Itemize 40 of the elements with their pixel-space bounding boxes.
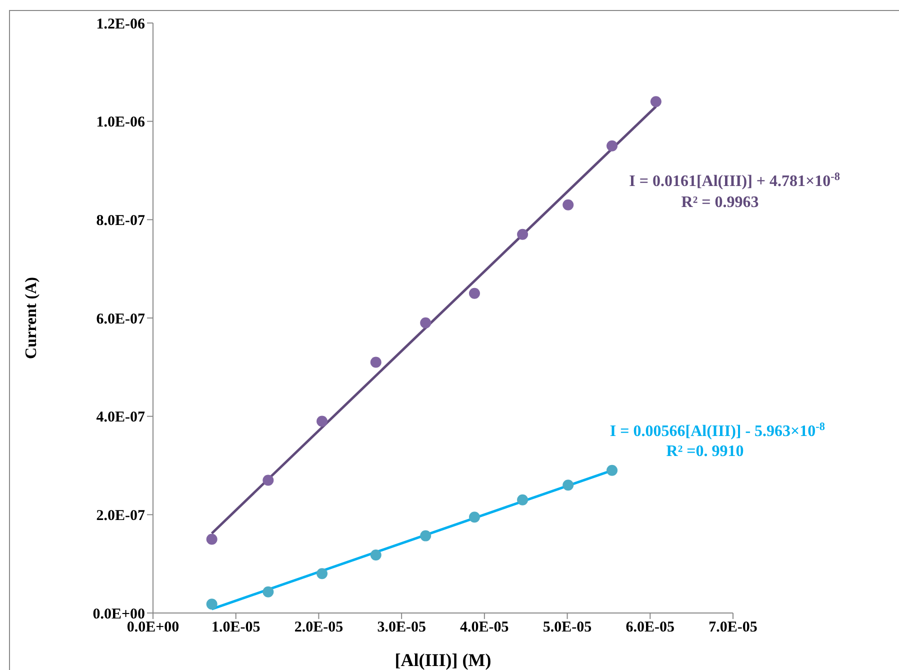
x-tick-label: 5.0E-05 — [542, 620, 592, 636]
point — [206, 598, 218, 610]
x-tick-label: 1.0E-05 — [211, 620, 260, 636]
x-tick-label: 2.0E-05 — [294, 620, 344, 636]
x-tick-label: 6.0E-05 — [626, 620, 675, 636]
annotation: I = 0.00566[Al(III)] - 5.963×10$^{-8}$ — [610, 421, 826, 440]
point — [468, 512, 480, 523]
point — [468, 288, 480, 299]
x-axis-title: [Al(III)] (M) — [394, 650, 492, 670]
y-tick-label: 0.0E+00 — [92, 606, 145, 622]
annotation: R² =0. 9910 — [666, 443, 744, 460]
point — [262, 586, 274, 598]
point — [206, 534, 218, 545]
y-tick-label: 1.0E-06 — [96, 114, 146, 131]
x-tick-label: 7.0E-05 — [708, 620, 758, 636]
point — [420, 530, 432, 542]
x-tick-label: 3.0E-05 — [377, 620, 426, 636]
point — [420, 317, 432, 328]
y-axis-title: Current (A) — [23, 277, 40, 359]
x-tick-label: 4.0E-05 — [460, 620, 509, 636]
y-tick-label: 8.0E-07 — [96, 212, 146, 229]
point — [316, 416, 328, 427]
point — [606, 140, 618, 152]
annotation: R² = 0.9963 — [681, 194, 759, 211]
point — [562, 480, 574, 491]
point — [316, 568, 328, 580]
y-tick-label: 1.2E-06 — [96, 16, 146, 32]
point — [517, 228, 528, 240]
point — [606, 464, 618, 476]
point — [262, 474, 274, 486]
point — [650, 96, 662, 108]
point — [517, 494, 528, 506]
annotation: I = 0.0161[Al(III)] + 4.781×10$^{-8}$ — [629, 171, 840, 190]
y-tick-label: 2.0E-07 — [96, 508, 146, 524]
y-tick-label: 4.0E-07 — [96, 410, 146, 426]
point — [562, 199, 574, 210]
y-tick-label: 6.0E-07 — [96, 311, 146, 328]
x-tick-label: 0.0E+00 — [126, 620, 180, 636]
point — [370, 356, 382, 368]
point — [370, 549, 382, 560]
